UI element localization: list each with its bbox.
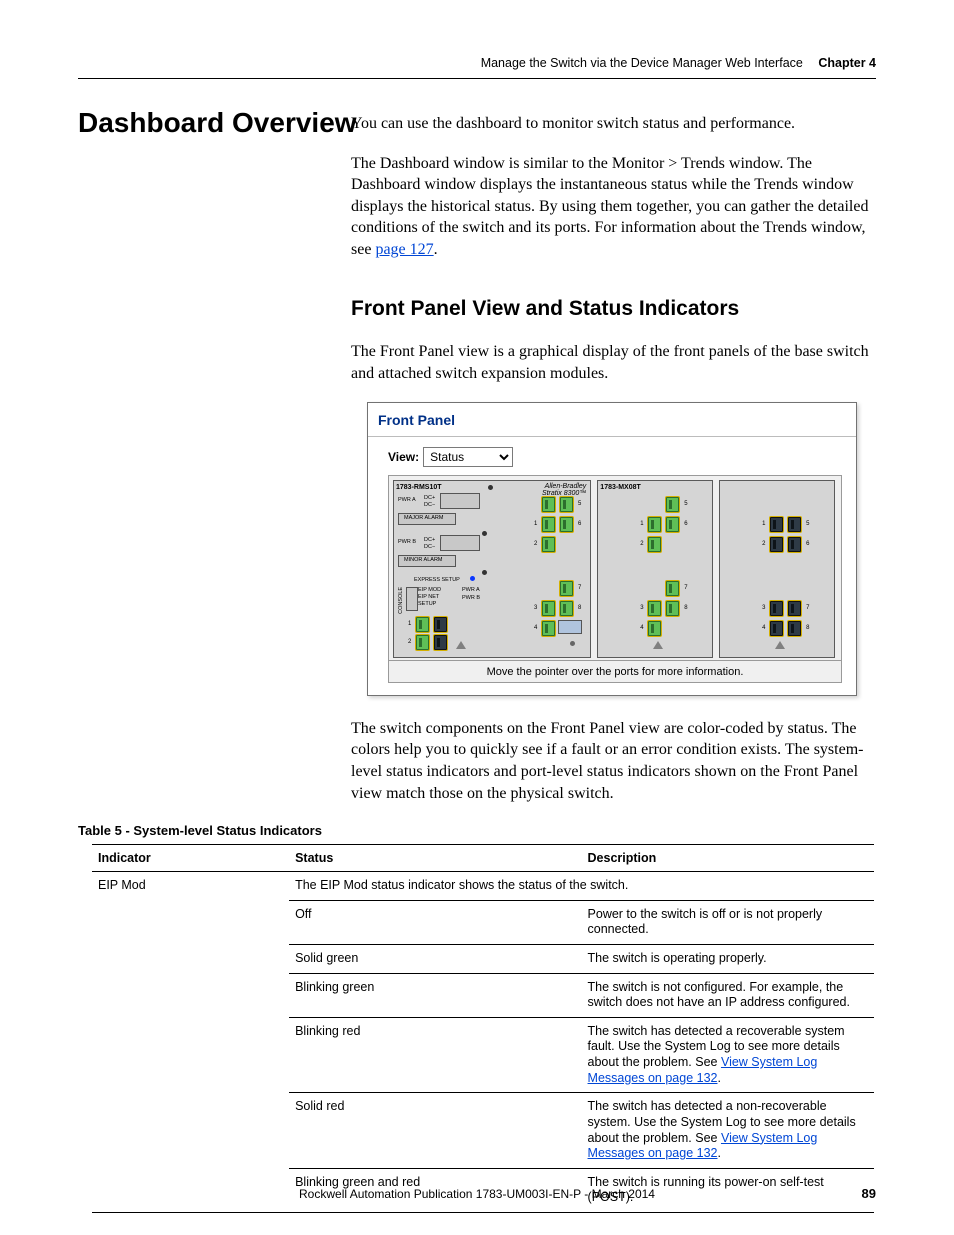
port[interactable] bbox=[542, 517, 555, 532]
port[interactable] bbox=[788, 601, 801, 616]
subsection-heading: Front Panel View and Status Indicators bbox=[351, 295, 871, 323]
indicator-summary: The EIP Mod status indicator shows the s… bbox=[289, 872, 874, 901]
port[interactable] bbox=[770, 517, 783, 532]
port[interactable] bbox=[666, 581, 679, 596]
port[interactable] bbox=[788, 537, 801, 552]
port[interactable] bbox=[560, 517, 573, 532]
port[interactable] bbox=[648, 621, 661, 636]
port[interactable] bbox=[542, 497, 555, 512]
running-head: Manage the Switch via the Device Manager… bbox=[481, 56, 876, 70]
port[interactable] bbox=[416, 635, 429, 650]
front-panel-intro: The Front Panel view is a graphical disp… bbox=[351, 341, 871, 384]
col-status: Status bbox=[289, 845, 581, 872]
view-select[interactable]: Status bbox=[423, 447, 513, 467]
port[interactable] bbox=[434, 635, 447, 650]
main-module: 1783-RMS10T Allen-BradleyStratix 8300™ P… bbox=[393, 480, 591, 658]
port[interactable] bbox=[542, 537, 555, 552]
expansion-module: 1783-MX08T 5 1 6 2 7 3 8 4 bbox=[597, 480, 713, 658]
expansion-module: 1 5 2 6 3 7 4 8 bbox=[719, 480, 835, 658]
body-column: You can use the dashboard to monitor swi… bbox=[351, 113, 871, 822]
port[interactable] bbox=[788, 621, 801, 636]
section-heading: Dashboard Overview bbox=[78, 108, 357, 139]
figure-caption: Move the pointer over the ports for more… bbox=[388, 661, 842, 683]
port[interactable] bbox=[770, 601, 783, 616]
port[interactable] bbox=[666, 601, 679, 616]
panel-strip: 1783-RMS10T Allen-BradleyStratix 8300™ P… bbox=[388, 475, 842, 661]
port[interactable] bbox=[542, 621, 555, 636]
col-description: Description bbox=[582, 845, 874, 872]
port[interactable] bbox=[770, 621, 783, 636]
footer-publication: Rockwell Automation Publication 1783-UM0… bbox=[0, 1187, 954, 1201]
port[interactable] bbox=[560, 601, 573, 616]
figure-title: Front Panel bbox=[368, 403, 856, 437]
port[interactable] bbox=[416, 617, 429, 632]
port[interactable] bbox=[560, 581, 573, 596]
dashboard-paragraph: The Dashboard window is similar to the M… bbox=[351, 153, 871, 261]
port[interactable] bbox=[434, 617, 447, 632]
port[interactable] bbox=[788, 517, 801, 532]
color-coding-paragraph: The switch components on the Front Panel… bbox=[351, 718, 871, 804]
indicator-cell: EIP Mod bbox=[92, 872, 289, 1213]
view-label: View: bbox=[388, 449, 419, 465]
port[interactable] bbox=[770, 537, 783, 552]
view-row: View: Status bbox=[388, 447, 842, 467]
running-head-text: Manage the Switch via the Device Manager… bbox=[481, 56, 803, 70]
page-number: 89 bbox=[862, 1186, 876, 1201]
port[interactable] bbox=[648, 537, 661, 552]
header-rule bbox=[78, 78, 876, 79]
page-link[interactable]: page 127 bbox=[375, 241, 433, 258]
front-panel-figure: Front Panel View: Status 1783-RMS10T All… bbox=[367, 402, 857, 696]
port[interactable] bbox=[648, 601, 661, 616]
col-indicator: Indicator bbox=[92, 845, 289, 872]
status-indicator-table: Indicator Status Description EIP Mod The… bbox=[92, 844, 874, 1213]
port[interactable] bbox=[666, 517, 679, 532]
intro-paragraph: You can use the dashboard to monitor swi… bbox=[351, 113, 871, 135]
chapter-label: Chapter 4 bbox=[818, 56, 876, 70]
table-title: Table 5 - System-level Status Indicators bbox=[78, 823, 322, 838]
port[interactable] bbox=[648, 517, 661, 532]
port[interactable] bbox=[542, 601, 555, 616]
port[interactable] bbox=[560, 497, 573, 512]
port[interactable] bbox=[666, 497, 679, 512]
